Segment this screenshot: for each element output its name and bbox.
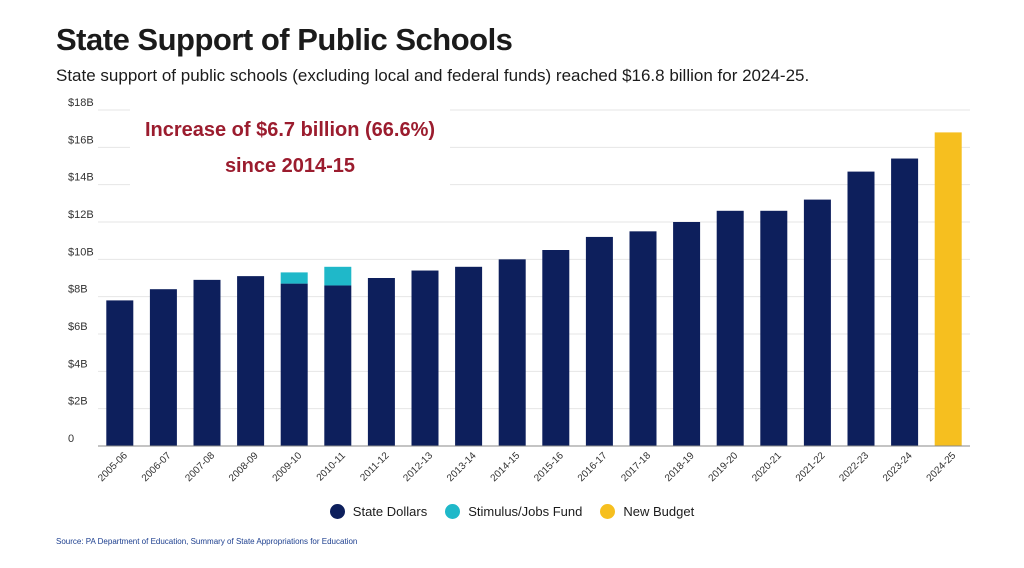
y-tick-label: $14B (68, 172, 94, 184)
bar (934, 132, 962, 446)
legend-swatch-new-budget (600, 504, 616, 519)
bar (106, 300, 134, 446)
y-tick-label: $12B (68, 209, 94, 221)
y-tick-label: 0 (68, 433, 74, 445)
x-tick-label: 2022-23 (837, 450, 871, 484)
bar (891, 158, 919, 447)
bar (149, 289, 177, 446)
x-tick-label: 2014-15 (489, 450, 523, 484)
x-tick-label: 2013-14 (445, 450, 479, 484)
y-tick-label: $6B (68, 321, 88, 333)
x-tick-label: 2018-19 (663, 450, 697, 484)
x-tick-label: 2015-16 (532, 450, 566, 484)
x-tick-label: 2017-18 (619, 450, 653, 484)
y-tick-label: $8B (68, 284, 88, 296)
y-tick-label: $16B (68, 134, 94, 146)
bar (498, 259, 526, 446)
bar (411, 270, 439, 446)
legend-swatch-state-dollars (329, 504, 345, 519)
x-tick-label: 2008-09 (227, 450, 261, 484)
bar (280, 283, 308, 446)
bar (629, 231, 657, 446)
x-tick-label: 2006-07 (140, 450, 174, 484)
legend-item-state-dollars: State Dollars (329, 504, 428, 519)
bar (542, 250, 570, 446)
bar (716, 210, 744, 446)
x-tick-label: 2016-17 (576, 450, 610, 484)
legend-label-stimulus: Stimulus/Jobs Fund (468, 504, 583, 519)
x-axis-ticks: 2005-06 2006-07 2007-08 2008-09 2009-10 2010-… (96, 450, 958, 484)
x-tick-label: 2007-08 (183, 450, 217, 484)
bar (193, 279, 221, 446)
chart-title: State Support of Public Schools (56, 22, 513, 57)
x-tick-label: 2020-21 (750, 450, 784, 484)
chart-subtitle: State support of public schools (excludi… (56, 66, 810, 85)
bar-chart: 0 $2B $4B $6B $8B $10B $12B $14B $16B $18B 2005-0… (68, 97, 970, 484)
y-tick-label: $18B (68, 97, 94, 109)
callout-line-1: Increase of $6.7 billion (66.6%) (144, 119, 436, 141)
x-tick-label: 2009-10 (271, 450, 305, 484)
bar (847, 171, 875, 446)
legend: State Dollars Stimulus/Jobs Fund New Bud… (0, 504, 1024, 519)
source-note: Source: PA Department of Education, Summ… (56, 537, 358, 546)
x-tick-label: 2010-11 (315, 450, 349, 484)
y-tick-label: $4B (68, 358, 88, 370)
bar (367, 278, 395, 446)
x-tick-label: 2011-12 (358, 450, 392, 484)
bar (237, 276, 265, 446)
x-tick-label: 2019-20 (707, 450, 741, 484)
x-tick-label: 2012-13 (401, 450, 435, 484)
x-tick-label: 2024-25 (925, 450, 959, 484)
annotation-callout: Increase of $6.7 billion (66.6%) since 2… (130, 108, 450, 188)
legend-item-stimulus: Stimulus/Jobs Fund (445, 504, 582, 519)
x-tick-label: 2005-06 (96, 450, 130, 484)
bar (455, 266, 483, 446)
legend-item-new-budget: New Budget (600, 504, 694, 519)
bar (280, 272, 308, 284)
bar (673, 222, 701, 446)
legend-label-state-dollars: State Dollars (352, 504, 428, 519)
bar (760, 210, 788, 446)
legend-label-new-budget: New Budget (623, 504, 695, 519)
legend-swatch-stimulus (445, 504, 461, 519)
bar (324, 285, 352, 446)
y-tick-label: $10B (68, 246, 94, 258)
bar (803, 199, 831, 446)
y-tick-label: $2B (68, 396, 88, 408)
callout-line-2: since 2014-15 (224, 155, 356, 177)
bar (585, 236, 613, 446)
x-tick-label: 2023-24 (881, 450, 915, 484)
y-axis-ticks: 0 $2B $4B $6B $8B $10B $12B $14B $16B $18B (68, 97, 94, 445)
x-tick-label: 2021-22 (794, 450, 828, 484)
bar (324, 266, 352, 286)
bars (106, 132, 962, 447)
